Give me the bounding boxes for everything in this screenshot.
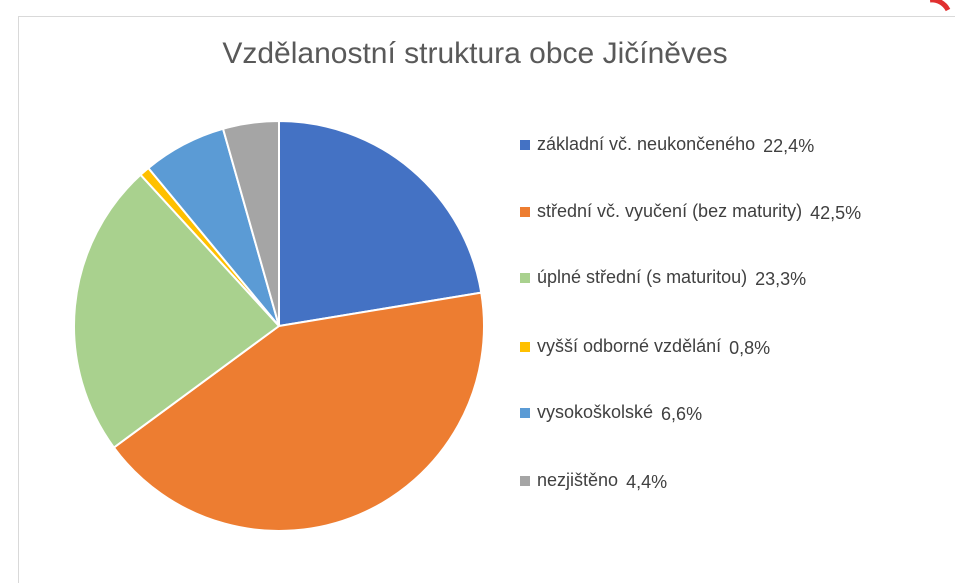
pie-slice	[73, 173, 281, 449]
data-label: 6,6%	[661, 404, 702, 424]
data-label: 4,4%	[626, 472, 667, 492]
legend-swatch	[520, 476, 530, 486]
legend-label: nezjištěno	[537, 470, 618, 490]
legend-swatch	[520, 408, 530, 418]
pie-slice	[112, 291, 485, 532]
legend-label: vyšší odborné vzdělání	[537, 336, 721, 356]
pie-slice	[221, 119, 280, 327]
data-label: 23,3%	[755, 269, 806, 289]
legend-label: úplné střední (s maturitou)	[537, 267, 747, 287]
legend-label: střední vč. vyučení (bez maturity)	[537, 201, 802, 221]
data-label: 42,5%	[810, 203, 861, 223]
pie-slice	[278, 119, 483, 328]
legend-label: základní vč. neukončeného	[537, 134, 755, 154]
data-label: 0,8%	[729, 338, 770, 358]
legend-swatch	[520, 207, 530, 217]
legend-swatch	[520, 140, 530, 150]
chart-title: Vzdělanostní struktura obce Jičíněves	[222, 37, 727, 70]
legend-swatch	[520, 273, 530, 283]
legend-label: vysokoškolské	[537, 402, 653, 422]
data-label: 22,4%	[763, 136, 814, 156]
corner-mark	[930, 0, 951, 12]
legend-swatch	[520, 342, 530, 352]
